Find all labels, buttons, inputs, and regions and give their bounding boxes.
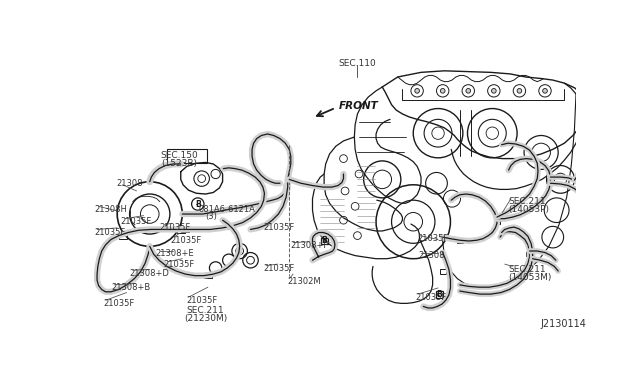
Circle shape <box>492 89 496 93</box>
Bar <box>321 238 328 244</box>
Text: 21308+D: 21308+D <box>129 269 170 278</box>
Text: FRONT: FRONT <box>339 101 379 111</box>
Text: 21035F: 21035F <box>186 296 218 305</box>
Text: 21035F: 21035F <box>264 264 295 273</box>
Text: J2130114: J2130114 <box>540 319 586 329</box>
Text: SEC.211: SEC.211 <box>509 197 546 206</box>
Text: 21035F: 21035F <box>94 228 125 237</box>
Text: (21230M): (21230M) <box>184 314 227 323</box>
Text: (14053P): (14053P) <box>509 205 550 214</box>
Text: 21308H: 21308H <box>94 205 127 214</box>
Bar <box>527 252 532 256</box>
Text: 21308: 21308 <box>116 179 143 187</box>
Text: 21035F: 21035F <box>264 223 295 232</box>
Circle shape <box>517 89 522 93</box>
Circle shape <box>543 89 547 93</box>
Text: 081A6-6121A: 081A6-6121A <box>198 205 255 214</box>
Text: 21035F: 21035F <box>120 217 152 226</box>
Circle shape <box>466 89 470 93</box>
Text: 21302M: 21302M <box>287 277 321 286</box>
Text: 21308: 21308 <box>419 251 445 260</box>
Text: (3): (3) <box>205 212 218 221</box>
Bar <box>119 235 127 240</box>
Bar <box>436 291 443 298</box>
Bar <box>227 224 235 229</box>
Text: SEC.211: SEC.211 <box>187 307 225 315</box>
Text: 21035F: 21035F <box>160 223 191 232</box>
Circle shape <box>415 89 419 93</box>
Text: SEC.150: SEC.150 <box>161 151 198 160</box>
Text: SEC.110: SEC.110 <box>339 58 376 67</box>
Bar <box>167 150 207 163</box>
Bar <box>547 178 554 183</box>
Bar <box>494 219 500 224</box>
Bar <box>204 273 212 278</box>
Text: 21308+F: 21308+F <box>291 241 329 250</box>
Text: 21035F: 21035F <box>170 235 201 245</box>
Text: 21035F: 21035F <box>417 234 449 243</box>
Bar <box>440 269 446 274</box>
Text: (1523B): (1523B) <box>161 158 197 168</box>
Text: B: B <box>195 199 201 209</box>
Bar <box>180 227 189 232</box>
Circle shape <box>440 89 445 93</box>
Text: 21308+B: 21308+B <box>111 283 150 292</box>
Text: (14053M): (14053M) <box>509 273 552 282</box>
Text: 21308+E: 21308+E <box>155 250 194 259</box>
Text: B: B <box>321 237 327 246</box>
Bar <box>457 238 463 243</box>
Text: SEC.211: SEC.211 <box>509 265 546 274</box>
Text: 21035F: 21035F <box>103 299 134 308</box>
Bar <box>177 229 184 233</box>
Text: 21035F: 21035F <box>164 260 195 269</box>
Text: 21035F: 21035F <box>415 293 447 302</box>
Text: B: B <box>436 291 442 299</box>
